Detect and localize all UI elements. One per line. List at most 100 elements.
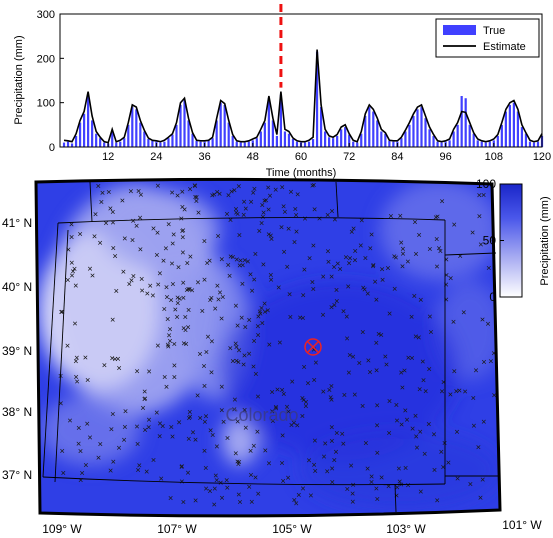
precipitation-field bbox=[36, 179, 500, 516]
timeseries-panel: 12 24 36 48 60 72 84 96 108 120 0 100 200 300 Time (… bbox=[13, 4, 551, 179]
station-marker bbox=[234, 344, 239, 350]
station-marker bbox=[136, 188, 141, 194]
true-bar bbox=[315, 51, 319, 147]
station-marker bbox=[171, 232, 176, 237]
station-marker bbox=[154, 252, 159, 257]
station-marker bbox=[233, 341, 238, 346]
station-marker bbox=[302, 364, 307, 369]
station-marker bbox=[334, 299, 339, 304]
station-marker bbox=[214, 444, 219, 449]
station-marker bbox=[242, 199, 247, 204]
true-bar bbox=[392, 141, 395, 147]
station-marker bbox=[219, 316, 224, 321]
true-bar bbox=[179, 104, 182, 147]
station-marker bbox=[205, 334, 211, 339]
station-marker bbox=[252, 277, 257, 282]
station-marker bbox=[239, 315, 244, 320]
true-bar bbox=[464, 98, 467, 147]
station-marker bbox=[179, 464, 184, 469]
x-tick-label: 24 bbox=[150, 151, 162, 163]
station-marker bbox=[157, 434, 162, 439]
station-marker bbox=[365, 291, 370, 296]
station-marker bbox=[209, 295, 214, 300]
station-marker bbox=[230, 254, 235, 260]
station-marker bbox=[181, 499, 186, 505]
station-marker bbox=[110, 317, 115, 322]
station-marker bbox=[268, 233, 273, 238]
station-marker bbox=[241, 362, 246, 367]
true-bar bbox=[303, 142, 307, 147]
station-marker bbox=[217, 290, 223, 295]
true-bar bbox=[356, 142, 359, 147]
station-marker bbox=[257, 228, 262, 233]
shade-southwest bbox=[40, 395, 140, 465]
station-marker bbox=[302, 267, 307, 272]
station-marker bbox=[252, 186, 257, 191]
station-marker bbox=[269, 236, 274, 241]
station-marker bbox=[321, 454, 327, 459]
station-marker bbox=[78, 231, 83, 237]
station-marker bbox=[342, 392, 347, 397]
station-marker bbox=[360, 403, 365, 408]
station-marker bbox=[249, 499, 254, 504]
station-marker bbox=[270, 418, 275, 423]
station-marker bbox=[236, 492, 241, 497]
station-marker bbox=[485, 321, 491, 326]
station-marker bbox=[243, 206, 248, 211]
station-marker bbox=[230, 359, 235, 364]
station-marker bbox=[260, 321, 265, 326]
station-marker bbox=[164, 384, 169, 389]
station-marker bbox=[313, 468, 318, 473]
station-marker bbox=[380, 277, 385, 282]
station-marker bbox=[166, 344, 171, 349]
station-marker bbox=[266, 232, 271, 237]
station-marker bbox=[85, 421, 90, 426]
station-marker bbox=[471, 395, 476, 401]
y-tick-label: 100 bbox=[37, 98, 55, 110]
true-bar bbox=[103, 142, 106, 147]
station-marker bbox=[256, 333, 261, 338]
true-bar bbox=[384, 133, 387, 147]
station-marker bbox=[150, 293, 155, 298]
station-marker bbox=[399, 240, 404, 245]
station-marker bbox=[251, 364, 256, 369]
station-marker bbox=[96, 183, 101, 189]
x-tick-label: 36 bbox=[198, 151, 210, 163]
station-marker bbox=[146, 417, 152, 422]
station-marker bbox=[167, 327, 173, 332]
station-marker bbox=[478, 495, 483, 500]
x-tick-label: 48 bbox=[247, 151, 259, 163]
station-marker bbox=[122, 437, 127, 442]
true-bar bbox=[468, 124, 471, 147]
true-bar bbox=[524, 133, 528, 147]
station-marker bbox=[266, 461, 272, 466]
true-bar bbox=[279, 94, 283, 147]
true-bar bbox=[340, 129, 343, 147]
true-bar bbox=[235, 141, 238, 147]
true-bar bbox=[207, 140, 210, 147]
station-marker bbox=[478, 242, 483, 247]
station-marker bbox=[195, 280, 201, 285]
station-marker bbox=[343, 255, 349, 260]
station-marker bbox=[159, 476, 164, 481]
station-marker bbox=[182, 207, 187, 212]
true-bar bbox=[70, 143, 74, 147]
true-bar bbox=[432, 135, 435, 147]
station-marker bbox=[253, 251, 258, 256]
station-marker bbox=[237, 499, 243, 505]
station-marker bbox=[140, 405, 146, 410]
colorbar-ticks: 0 50 100 bbox=[476, 177, 504, 304]
true-bar bbox=[175, 124, 178, 147]
station-marker bbox=[375, 496, 380, 502]
station-marker bbox=[87, 266, 93, 271]
station-marker bbox=[203, 465, 208, 470]
station-marker bbox=[264, 198, 269, 203]
station-marker bbox=[261, 262, 266, 267]
station-marker bbox=[294, 213, 299, 218]
station-marker bbox=[427, 367, 432, 372]
station-marker bbox=[194, 198, 199, 204]
station-marker bbox=[481, 359, 487, 364]
station-marker bbox=[410, 426, 415, 431]
station-marker bbox=[236, 348, 242, 353]
station-marker bbox=[161, 258, 166, 263]
